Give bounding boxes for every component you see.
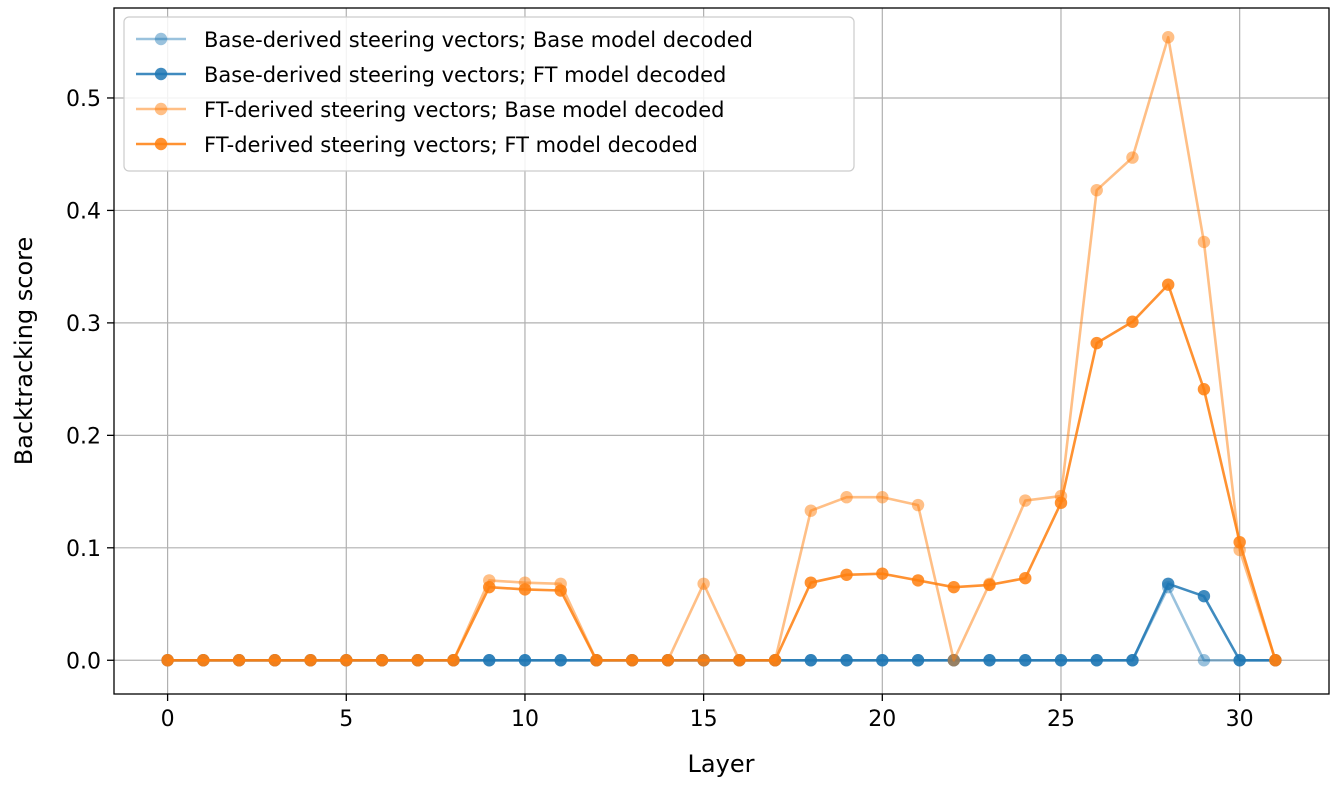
y-tick-label: 0.4 [66,199,101,224]
data-point [804,504,818,517]
data-point [983,578,996,592]
legend-label: Base-derived steering vectors; FT model … [204,63,726,87]
data-point [947,580,960,594]
data-point [1054,654,1068,667]
data-point [1269,654,1282,667]
x-tick-label: 25 [1047,707,1075,732]
data-point [1233,535,1246,549]
data-point [1197,235,1211,249]
data-point [483,580,496,594]
y-axis-title: Backtracking score [10,237,38,466]
data-point [268,654,282,667]
data-point [1126,654,1139,667]
data-point [983,654,996,667]
data-point [197,654,210,667]
series-lines [161,31,1282,667]
x-tick-label: 20 [868,707,896,732]
data-point [661,654,675,667]
data-point [518,654,532,667]
legend-label: FT-derived steering vectors; Base model … [204,98,724,122]
data-point [876,654,889,667]
data-point [1054,496,1068,510]
legend-box [123,16,855,172]
data-point [590,654,603,667]
data-point [840,654,853,667]
data-point [876,567,889,580]
y-tick-label: 0.0 [66,649,101,674]
data-point [554,584,567,597]
legend-label: Base-derived steering vectors; Base mode… [204,28,753,52]
data-point [911,574,925,587]
data-point [1161,577,1175,590]
x-tick-label: 30 [1226,707,1254,732]
data-point [1090,336,1103,350]
legend-swatch-marker [154,102,168,116]
legend: Base-derived steering vectors; Base mode… [123,16,855,172]
legend-item: FT-derived steering vectors; FT model de… [136,133,698,157]
x-tick-label: 15 [690,707,718,732]
data-point [804,654,818,667]
series-4 [161,278,1282,667]
data-point [1019,654,1032,667]
data-point [1161,278,1175,291]
data-point [697,654,710,667]
data-point [911,498,925,512]
data-point [768,654,782,667]
y-tick-label: 0.2 [66,424,101,449]
legend-item: FT-derived steering vectors; Base model … [136,98,724,122]
data-point [340,654,353,667]
x-tick-label: 0 [161,707,175,732]
data-point [375,654,389,667]
plot-frame [113,7,1330,695]
data-point [1161,31,1175,44]
data-point [304,654,317,667]
data-point [625,654,639,667]
data-point [1090,183,1103,197]
data-point [947,654,960,667]
legend-swatch-marker [154,137,168,151]
data-point [840,490,853,504]
data-point [1197,383,1211,396]
series-line [167,283,1277,662]
y-tick-label: 0.1 [66,537,101,562]
data-point [411,654,424,667]
legend-label: FT-derived steering vectors; FT model de… [204,133,698,157]
x-tick-label: 10 [511,707,539,732]
data-point [1233,654,1246,667]
data-point [840,568,853,581]
data-point [1197,654,1211,667]
data-point [1019,494,1032,507]
data-point [733,654,746,667]
data-point [804,576,818,589]
data-point [876,490,889,504]
data-point [232,654,246,667]
data-point [447,654,460,667]
legend-item: Base-derived steering vectors; FT model … [136,63,726,87]
x-axis-title: Layer [688,750,755,778]
x-tick-label: 5 [339,707,353,732]
data-point [1126,315,1139,328]
data-point [697,577,710,590]
data-point [1126,151,1139,164]
data-point [518,583,532,596]
data-point [1090,654,1103,667]
axis-ticks: 0 5 10 15 20 25 30 0.0 0.1 0.2 0.3 0.4 0.5 [66,87,1254,732]
data-point [1019,571,1032,585]
y-tick-label: 0.3 [66,312,101,337]
data-point [483,654,496,667]
legend-swatch-marker [154,32,168,46]
data-point [911,654,925,667]
data-point [1197,589,1211,603]
legend-swatch-marker [154,67,168,81]
y-tick-label: 0.5 [66,87,101,112]
legend-item: Base-derived steering vectors; Base mode… [136,28,753,52]
data-point [554,654,567,667]
data-point [161,654,174,667]
